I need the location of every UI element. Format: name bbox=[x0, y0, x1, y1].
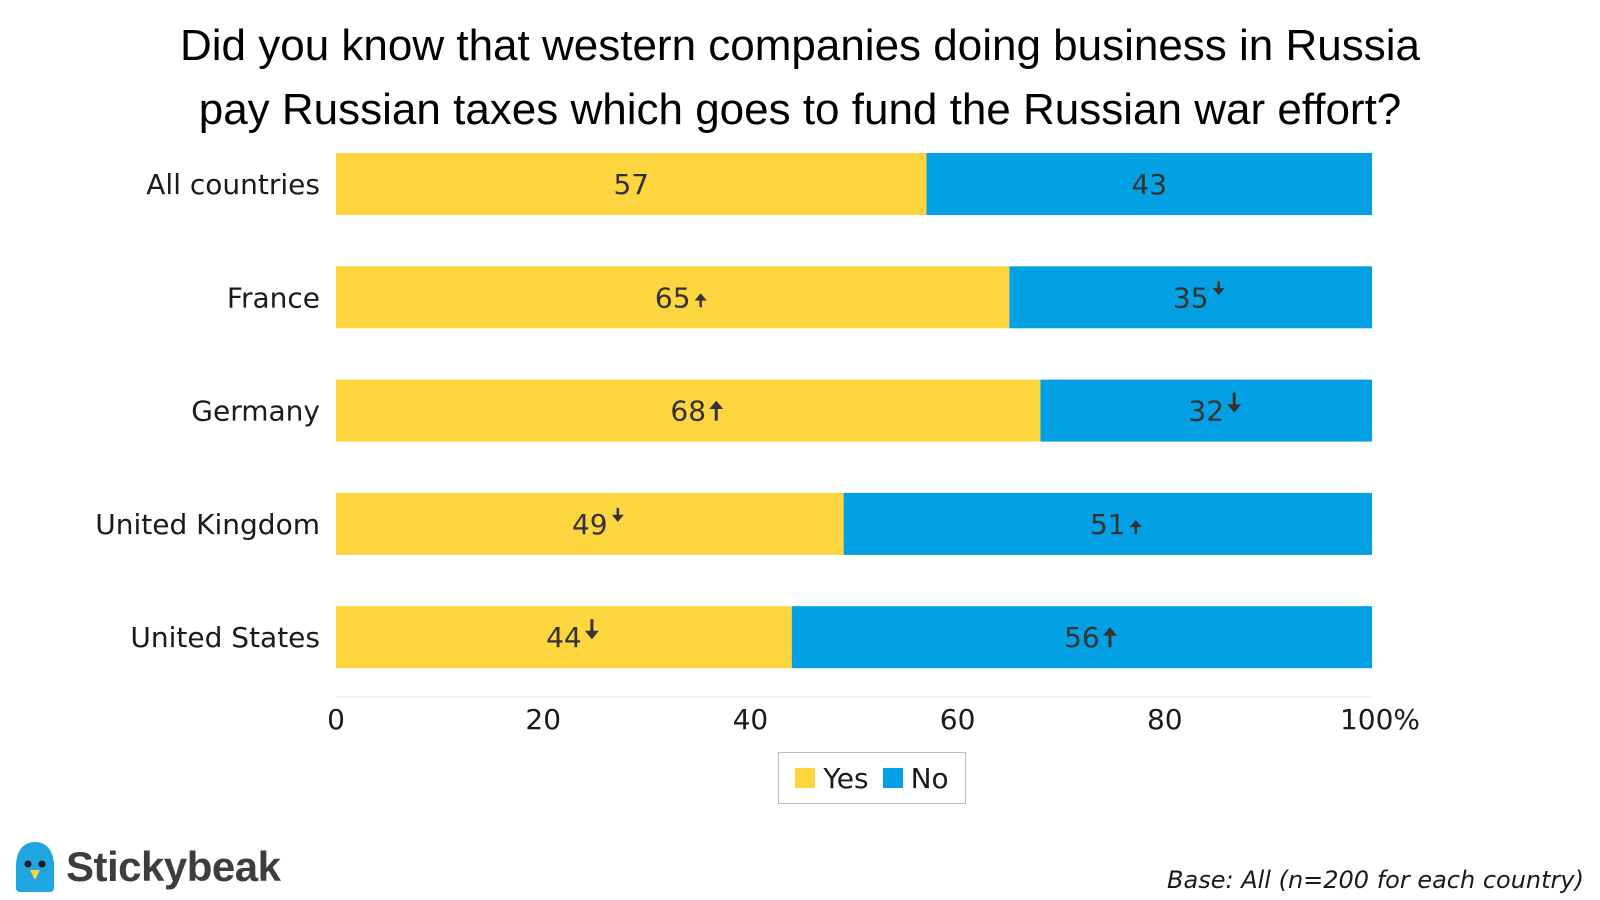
stacked-bar-chart: 57 43 65 35 68 32 49 51 44 56 All countries France… bbox=[95, 153, 1420, 736]
category-label-all-countries: All countries bbox=[146, 168, 320, 201]
change-arrow-up-yes-germany bbox=[709, 400, 724, 421]
data-label-no-france: 35 bbox=[1173, 281, 1209, 314]
bars-layer bbox=[336, 153, 1372, 669]
x-tick-label-60: 60 bbox=[940, 703, 976, 736]
change-arrow-down-no-france bbox=[1212, 281, 1225, 296]
data-label-no-germany: 32 bbox=[1188, 395, 1224, 428]
legend-item-yes: Yes bbox=[795, 761, 869, 795]
legend-swatch-no bbox=[882, 768, 903, 788]
chart-title-line-1: Did you know that western companies doin… bbox=[180, 21, 1420, 70]
category-label-united-kingdom: United Kingdom bbox=[95, 508, 320, 541]
bar-yes-united-states bbox=[336, 606, 792, 669]
data-label-yes-france: 65 bbox=[655, 281, 691, 314]
data-label-yes-united-states: 44 bbox=[546, 621, 582, 654]
base-note: Base: All (n=200 for each country) bbox=[1167, 866, 1584, 894]
bar-no-all-countries bbox=[926, 153, 1372, 215]
bar-no-france bbox=[1009, 266, 1372, 329]
legend: Yes No bbox=[778, 752, 966, 804]
change-arrow-down-no-germany bbox=[1227, 392, 1242, 413]
bar-no-germany bbox=[1040, 379, 1372, 442]
change-arrow-down-yes-united-states bbox=[584, 619, 599, 640]
x-axis: 0 20 40 60 80 100% bbox=[327, 696, 1420, 736]
category-label-germany: Germany bbox=[191, 395, 320, 428]
category-labels-layer: All countries France Germany United Kingdom… bbox=[95, 168, 320, 654]
category-label-united-states: United States bbox=[130, 621, 320, 654]
data-label-no-united-kingdom: 51 bbox=[1090, 508, 1126, 541]
data-label-yes-germany: 68 bbox=[670, 395, 706, 428]
x-tick-label-80: 80 bbox=[1147, 703, 1183, 736]
change-arrow-up-no-united-kingdom bbox=[1129, 519, 1142, 534]
data-label-no-all-countries: 43 bbox=[1131, 168, 1167, 201]
category-label-france: France bbox=[227, 281, 320, 314]
legend-item-no: No bbox=[882, 761, 949, 795]
x-tick-label-100: 100% bbox=[1340, 703, 1420, 736]
bar-no-united-states bbox=[791, 606, 1372, 669]
change-arrow-up-no-united-states bbox=[1102, 627, 1117, 648]
bar-yes-germany bbox=[336, 379, 1041, 442]
legend-label-no: No bbox=[910, 761, 949, 795]
bar-yes-united-kingdom bbox=[336, 492, 844, 555]
brand-logo: Stickybeak bbox=[12, 840, 281, 894]
change-arrow-down-yes-united-kingdom bbox=[611, 507, 624, 522]
bar-yes-france bbox=[336, 266, 1010, 329]
x-tick-label-40: 40 bbox=[733, 703, 769, 736]
data-labels-layer: 57 43 65 35 68 32 49 51 44 56 bbox=[546, 168, 1242, 654]
bar-no-united-kingdom bbox=[843, 492, 1372, 555]
bar-yes-all-countries bbox=[336, 153, 927, 215]
chart-title: Did you know that western companies doin… bbox=[0, 14, 1600, 142]
x-tick-label-20: 20 bbox=[525, 703, 561, 736]
x-tick-label-0: 0 bbox=[327, 703, 345, 736]
change-arrow-up-yes-france bbox=[694, 293, 707, 308]
data-label-yes-united-kingdom: 49 bbox=[572, 508, 608, 541]
legend-swatch-yes bbox=[795, 768, 816, 788]
data-label-yes-all-countries: 57 bbox=[613, 168, 649, 201]
bird-mascot-icon bbox=[16, 842, 54, 892]
chart-title-line-2: pay Russian taxes which goes to fund the… bbox=[198, 85, 1402, 134]
data-label-no-united-states: 56 bbox=[1064, 621, 1100, 654]
legend-label-yes: Yes bbox=[823, 761, 869, 795]
brand-name: Stickybeak bbox=[66, 843, 281, 890]
